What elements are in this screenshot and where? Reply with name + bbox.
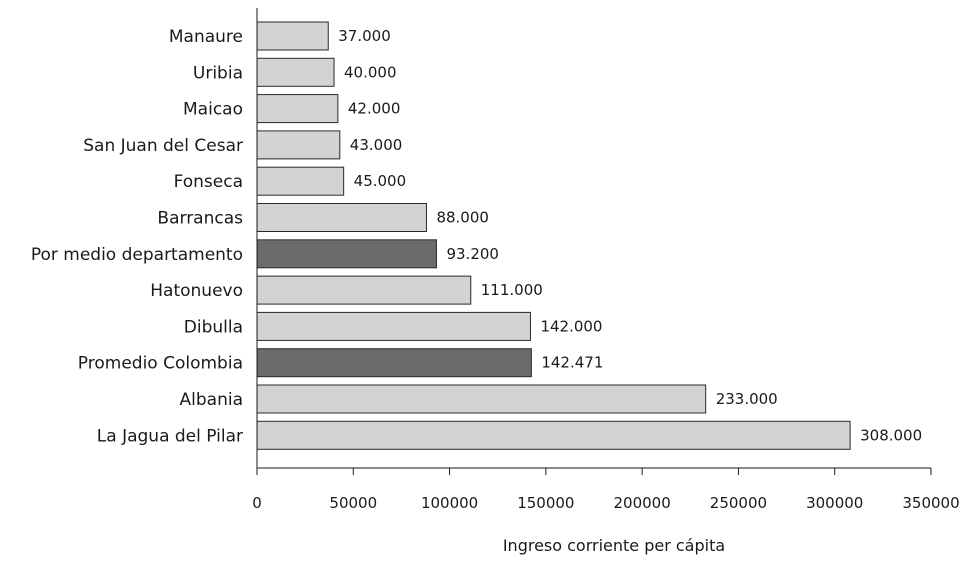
x-tick-label: 50000 — [329, 494, 377, 512]
x-tick-label: 200000 — [614, 494, 671, 512]
category-label: Uribia — [193, 63, 243, 83]
x-ticks: 0 50000 100000 150000 200000 250000 300000 3500… — [252, 468, 960, 512]
value-label: 37.000 — [338, 27, 391, 45]
x-tick-label: 0 — [252, 494, 262, 512]
bar — [256, 94, 339, 124]
value-label: 93.200 — [446, 245, 499, 263]
axes-layer — [256, 8, 931, 469]
x-tick-label: 350000 — [902, 494, 959, 512]
bar — [256, 420, 851, 450]
category-label: La Jagua del Pilar — [97, 426, 243, 446]
x-tick-label: 300000 — [806, 494, 863, 512]
bars-layer: Manaure 37.000 Uribia 40.000 Maicao 42.000 San… — [31, 21, 922, 450]
value-label: 42.000 — [348, 100, 401, 118]
bar — [256, 348, 532, 378]
value-label: 142.471 — [541, 354, 603, 372]
value-label: 308.000 — [860, 426, 922, 444]
category-label: Fonseca — [174, 172, 243, 192]
x-axis-title: Ingreso corriente per cápita — [503, 536, 725, 555]
bar — [256, 21, 329, 51]
x-tick-label: 100000 — [421, 494, 478, 512]
category-label: Manaure — [169, 27, 243, 47]
x-tick-label: 150000 — [517, 494, 574, 512]
category-label: Albania — [180, 390, 243, 410]
category-label: Promedio Colombia — [78, 354, 243, 374]
value-label: 45.000 — [354, 172, 407, 190]
bar — [256, 57, 335, 87]
category-label: San Juan del Cesar — [83, 136, 243, 156]
value-label: 233.000 — [716, 390, 778, 408]
value-label: 88.000 — [436, 209, 489, 227]
bar — [256, 130, 341, 160]
x-tick-label: 250000 — [710, 494, 767, 512]
bar — [256, 203, 427, 232]
value-label: 111.000 — [481, 281, 543, 299]
category-label: Hatonuevo — [150, 281, 243, 301]
category-label: Barrancas — [157, 209, 243, 229]
category-label: Dibulla — [184, 317, 243, 337]
bar — [256, 275, 472, 305]
bar — [256, 239, 437, 269]
category-label: Por medio departamento — [31, 245, 243, 265]
value-label: 142.000 — [540, 317, 602, 335]
category-label: Maicao — [183, 100, 243, 120]
value-label: 40.000 — [344, 63, 397, 81]
value-label: 43.000 — [350, 136, 403, 154]
bar — [256, 384, 707, 414]
bar — [256, 311, 531, 341]
bar — [256, 166, 345, 196]
